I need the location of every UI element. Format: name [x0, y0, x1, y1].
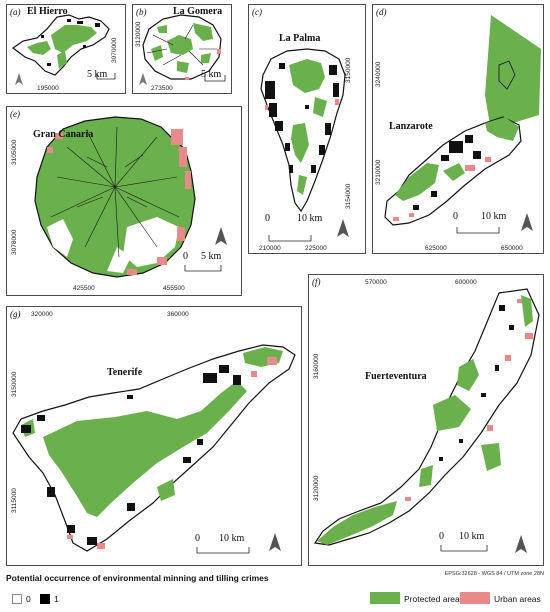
- legend-swatch-0: [12, 594, 22, 604]
- scale-zero: 0: [439, 531, 444, 542]
- island-name: Lanzarote: [389, 121, 433, 132]
- scale-label: 5 km: [87, 69, 108, 80]
- x-coordinate: 455500: [163, 285, 185, 292]
- panel-la-gomera: (b) La Gomera 273500 3120000 5 km: [132, 4, 232, 94]
- la-palma-map: [260, 48, 349, 242]
- scale-zero: 0: [265, 213, 270, 224]
- island-name: Fuerteventura: [365, 371, 427, 382]
- x-coordinate: 225000: [305, 245, 327, 252]
- panel-la-palma: (c) La Palma 0 10 km 210000 225000 31500…: [248, 4, 366, 254]
- scale-label: 10 km: [481, 211, 507, 222]
- panel-label: (e): [10, 109, 20, 119]
- protected-areas-swatch: [370, 592, 400, 604]
- urban-areas-swatch: [460, 592, 490, 604]
- north-arrow-icon: [515, 535, 527, 553]
- scale-zero: 0: [195, 533, 200, 544]
- y-coordinate: 3210000: [375, 159, 382, 185]
- panel-label: (c): [252, 7, 262, 17]
- island-name: Tenerife: [107, 367, 143, 378]
- scale-label: 10 km: [219, 533, 245, 544]
- island-name: La Gomera: [173, 6, 223, 17]
- crs-note: EPSG:32628 - WGS 84 / UTM zone 28N: [444, 571, 544, 577]
- panel-fuerteventura: (f) Fuerteventura 0 10 km 570000 600000 …: [308, 274, 544, 566]
- panel-label: (f): [312, 277, 321, 287]
- scale-label: 10 km: [297, 213, 323, 224]
- scale-zero: 0: [183, 251, 188, 262]
- urban-areas-label: Urban areas: [494, 594, 541, 604]
- x-coordinate: 425500: [73, 285, 95, 292]
- island-name: Gran Canaria: [33, 129, 94, 140]
- north-arrow-icon: [337, 219, 349, 237]
- fuerteventura-map: [313, 288, 540, 553]
- lanzarote-map: [384, 15, 541, 234]
- x-coordinate: 625000: [425, 245, 447, 252]
- panel-el-hierro: (a) El Hierro 195000 3070000 5 km: [6, 4, 126, 94]
- x-coordinate: 600000: [455, 279, 477, 286]
- north-arrow-icon: [215, 227, 227, 245]
- x-coordinate: 320000: [31, 311, 53, 318]
- y-coordinate: 3154000: [345, 183, 352, 209]
- island-name: El Hierro: [27, 6, 68, 17]
- la-gomera-map: [139, 14, 226, 85]
- scale-zero: 0: [453, 211, 458, 222]
- y-coordinate: 3160000: [313, 353, 320, 379]
- legend-swatch-1: [40, 594, 50, 604]
- north-arrow-icon: [15, 73, 23, 85]
- y-coordinate: 3150000: [345, 57, 352, 83]
- y-coordinate: 3150000: [11, 371, 18, 397]
- y-coordinate: 3240000: [375, 61, 382, 87]
- scale-label: 10 km: [459, 531, 485, 542]
- y-coordinate: 3105000: [11, 139, 18, 165]
- panel-lanzarote: (d) Lanzarote 0 10 km 625000 650000 3240…: [372, 4, 544, 254]
- panel-tenerife: (g) Tenerife 0 10 km 320000 360000 31500…: [6, 306, 302, 566]
- legend-label-0: 0: [26, 594, 31, 604]
- y-coordinate: 3070000: [111, 37, 118, 63]
- y-coordinate: 3078000: [11, 229, 18, 255]
- gran-canaria-map: [34, 116, 227, 278]
- x-coordinate: 195000: [37, 85, 59, 92]
- y-coordinate: 3120000: [313, 475, 320, 501]
- y-coordinate: 3115000: [11, 488, 18, 513]
- north-arrow-icon: [269, 533, 281, 551]
- scale-label: 5 km: [201, 251, 222, 262]
- panel-gran-canaria: (e) Gran Canaria 0 5 km 425500 455500 31…: [6, 106, 242, 296]
- legend-label-1: 1: [54, 594, 59, 604]
- y-coordinate: 3120000: [135, 21, 142, 47]
- x-coordinate: 650000: [501, 245, 523, 252]
- x-coordinate: 210000: [259, 245, 281, 252]
- north-arrow-icon: [521, 213, 533, 231]
- panel-label: (d): [376, 7, 387, 17]
- x-coordinate: 273500: [151, 85, 173, 92]
- north-arrow-icon: [139, 73, 147, 85]
- map-title: Potential occurrence of environmental mi…: [6, 573, 269, 583]
- el-hierro-map: [11, 14, 116, 85]
- x-coordinate: 360000: [167, 311, 189, 318]
- panel-label: (a): [10, 7, 21, 17]
- panel-label: (g): [10, 309, 21, 319]
- panel-label: (b): [136, 7, 147, 17]
- protected-areas-label: Protected areas: [404, 594, 465, 604]
- island-name: La Palma: [279, 33, 321, 44]
- tenerife-map: [12, 344, 296, 554]
- scale-label: 5 km: [201, 69, 222, 80]
- x-coordinate: 570000: [365, 279, 387, 286]
